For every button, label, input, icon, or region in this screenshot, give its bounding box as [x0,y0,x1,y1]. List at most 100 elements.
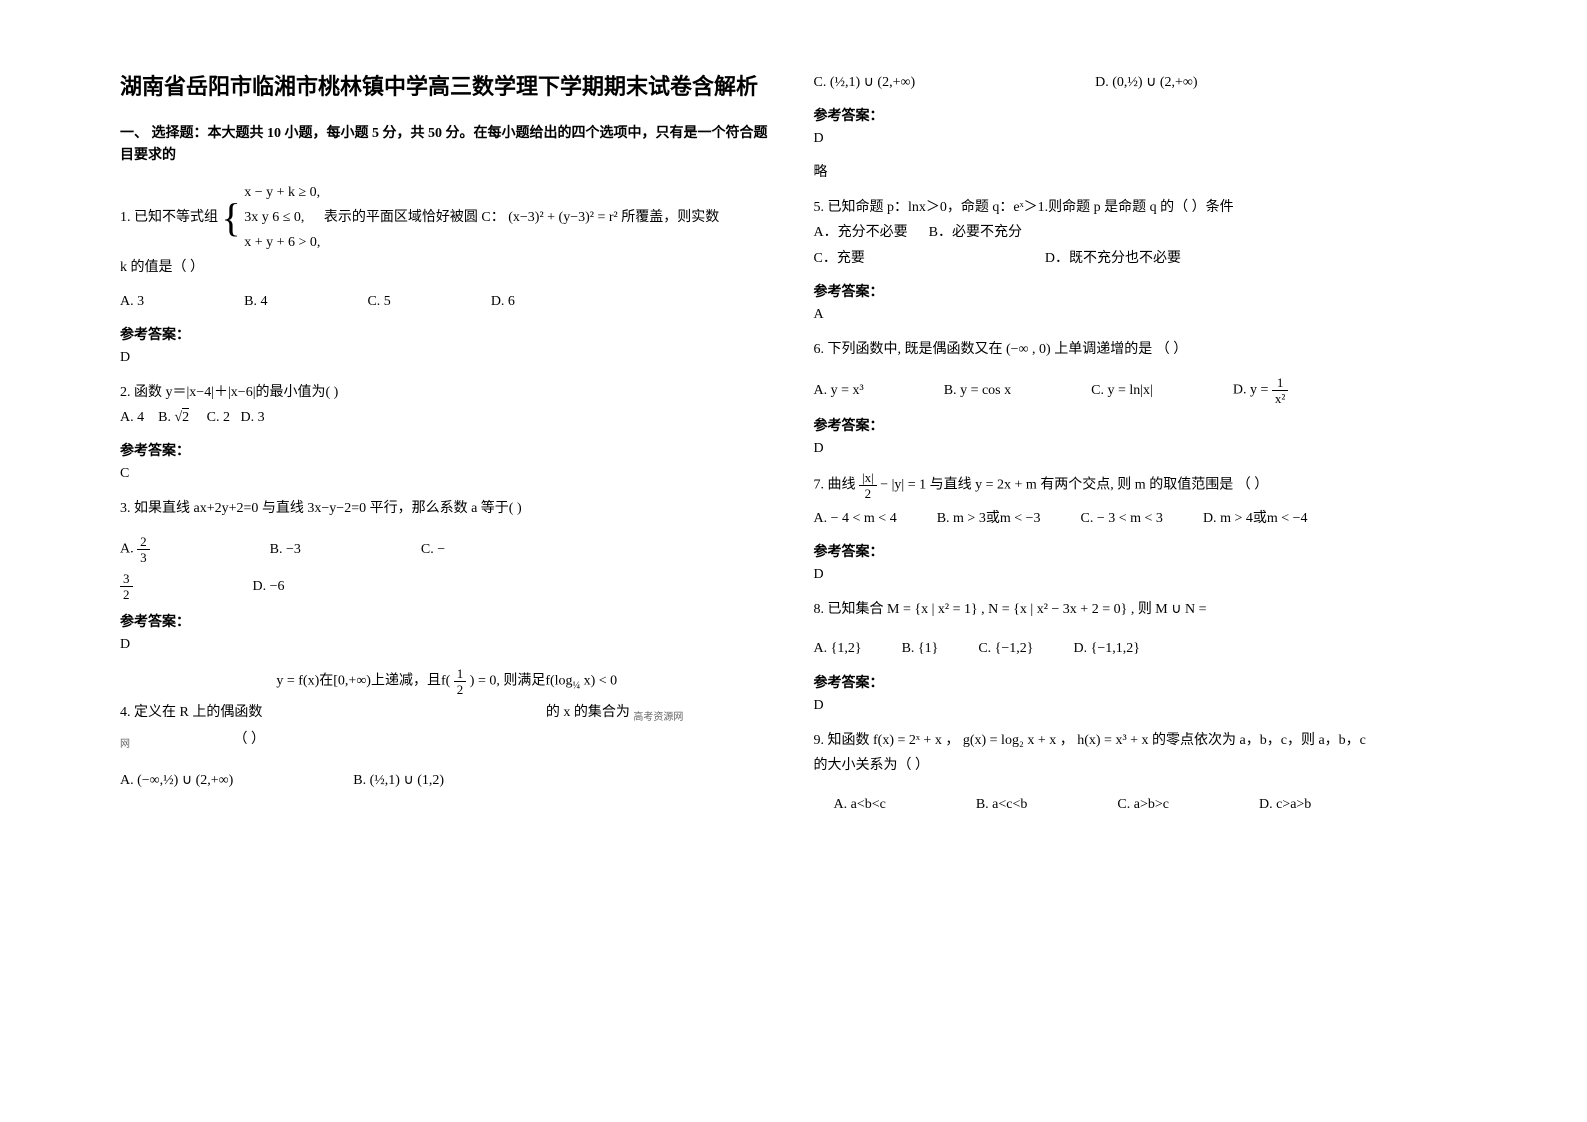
q7-opt-d: D. m > 4或m < −4 [1203,506,1308,531]
q4-opt-c: C. (½,1) ∪ (2,+∞) [814,70,916,95]
q5-opt-c: C．充要 [814,246,865,271]
q8-opt-b: B. {1} [902,636,939,661]
q8-opt-d: D. {−1,1,2} [1074,636,1140,661]
q7-a-pre: A. [814,511,831,526]
question-1: 1. 已知不等式组 { x − y + k ≥ 0, 3x y 6 ≤ 0, x… [120,180,774,314]
q7-stem-c: 有两个交点, 则 m 的取值范围是 （ ） [1040,478,1268,493]
section-header: 一、 选择题：本大题共 10 小题，每小题 5 分，共 50 分。在每小题给出的… [120,123,774,168]
q6-b-pre: B. [944,383,960,398]
q6-d-num: 1 [1272,376,1288,391]
q4-d-val: (0,½) ∪ (2,+∞) [1112,75,1197,90]
q4-mid3: x) < 0 [584,674,618,689]
q7-opt-c: C. − 3 < m < 3 [1081,506,1163,531]
q5-opt-b: B．必要不充分 [929,225,1022,240]
q4-note2: 网 [120,739,130,750]
q9-stem-a: 9. 知函数 [814,733,870,748]
q7-d-pre: D. [1203,511,1220,526]
q9-f: f(x) = 2ˣ + x [873,733,942,748]
question-7: 7. 曲线 |x|2 − |y| = 1 与直线 y = 2x + m 有两个交… [814,471,1468,531]
q4-a-val: (−∞,½) ∪ (2,+∞) [137,773,233,788]
q9-opt-d: D. c>a>b [1259,792,1311,817]
answer-label: 参考答案： [814,281,1468,301]
q1-eq3: x + y + 6 > 0, [244,230,320,255]
q5-opt-d: D．既不充分也不必要 [1045,246,1181,271]
q3-opt-d: D. −6 [253,574,285,599]
q7-opt-a: A. − 4 < m < 4 [814,506,897,531]
q5-answer: A [814,307,1468,323]
q6-d-pre: D. [1233,383,1250,398]
answer-label: 参考答案： [120,440,774,460]
q5-stem: 5. 已知命题 p：lnx＞0，命题 q：eˣ＞1.则命题 p 是命题 q 的（… [814,195,1468,220]
q4-c-pre: C. [814,75,830,90]
q7-lhs-rest: − |y| = 1 [880,478,926,493]
q7-lhs-den: 2 [859,486,877,500]
q6-opt-d: D. y = 1x² [1233,376,1288,405]
q6-c-val: y = ln|x| [1107,383,1152,398]
q1-opt-c: C. 5 [367,289,390,314]
q6-answer: D [814,441,1468,457]
q3-a-pre: A. [120,542,137,557]
q4-mid-sub: ¼ [573,681,581,692]
q7-c-pre: C. [1081,511,1097,526]
q8-stem-a: 8. 已知集合 [814,602,884,617]
q3-c-den: 2 [120,587,133,601]
q8-stem-b: , 则 M ∪ N = [1131,602,1207,617]
q4-mid: y = f(x)在[0,+∞)上递减，且f( [276,674,450,689]
brace-icon: { [222,198,241,238]
q3-a-num: 2 [137,535,150,550]
q1-opt-b: B. 4 [244,289,267,314]
q7-a-val: − 4 < m < 4 [831,511,897,526]
q1-opt-a: A. 3 [120,289,144,314]
q3-c-num: 3 [120,572,133,587]
answer-label: 参考答案： [814,415,1468,435]
q9-stem-b: 的零点依次为 a，b，c，则 a，b，c [1152,733,1366,748]
q6-stem-a: 6. 下列函数中, 既是偶函数又在 [814,342,1003,357]
q7-b-pre: B. [937,511,953,526]
q7-opt-b: B. m > 3或m < −3 [937,506,1041,531]
q9-opt-c: C. a>b>c [1117,792,1169,817]
q4-mid2: ) = 0, 则满足f(log [470,674,573,689]
q6-opt-b: B. y = cos x [944,378,1011,403]
answer-label: 参考答案： [814,541,1468,561]
q4-answer: D [814,131,1468,147]
q7-lhs-num: |x| [859,471,877,486]
question-9: 9. 知函数 f(x) = 2ˣ + x ， g(x) = log₂ x + x… [814,728,1468,818]
question-5: 5. 已知命题 p：lnx＞0，命题 q：eˣ＞1.则命题 p 是命题 q 的（… [814,195,1468,271]
q2-opt-b-pre: B. [158,410,174,425]
q7-line: y = 2x + m [975,478,1037,493]
q8-answer: D [814,698,1468,714]
q2-opt-c: C. 2 [207,410,230,425]
question-6: 6. 下列函数中, 既是偶函数又在 (−∞ , 0) 上单调递增的是 （ ） A… [814,337,1468,405]
question-8: 8. 已知集合 M = {x | x² = 1} , N = {x | x² −… [814,597,1468,661]
q4-b-val: (½,1) ∪ (1,2) [370,773,444,788]
q6-stem-b: 上单调递增的是 （ ） [1054,342,1187,357]
q6-d-den: x² [1272,391,1288,405]
q4-c-val: (½,1) ∪ (2,+∞) [830,75,915,90]
q1-opt-d: D. 6 [491,289,515,314]
q9-stem-c: 的大小关系为（ ） [814,753,1468,778]
q4-paren: （ ） [234,732,266,747]
q3-opt-c: C. − [421,537,445,562]
q2-stem: 2. 函数 y＝|x−4|＋|x−6|的最小值为( ) [120,380,774,405]
q4-b-pre: B. [353,773,369,788]
sqrt-icon: √ [174,410,182,425]
question-3: 3. 如果直线 ax+2y+2=0 与直线 3x−y−2=0 平行，那么系数 a… [120,496,774,601]
q5-opt-a: A．充分不必要 [814,225,908,240]
q4-mid-num: 1 [454,667,467,682]
q4-opt-d: D. (0,½) ∪ (2,+∞) [1095,70,1197,95]
q8-M: M = {x | x² = 1} , N = {x | x² − 3x + 2 … [887,602,1127,617]
q6-opt-c: C. y = ln|x| [1091,378,1153,403]
q7-c-val: − 3 < m < 3 [1097,511,1163,526]
q1-stem-d: k 的值是（ ） [120,255,774,280]
q2-opt-a: A. 4 [120,410,144,425]
q1-stem-a: 1. 已知不等式组 [120,210,218,225]
q6-opt-a: A. y = x³ [814,378,864,403]
q9-g: g(x) = log₂ x + x [963,733,1056,748]
q1-stem-b: 表示的平面区域恰好被圆 C： [324,210,505,225]
q2-opt-b-val: 2 [182,408,189,425]
q6-a-val: y = x³ [831,383,864,398]
q4-note2: 略 [814,161,1468,181]
q7-stem-a: 7. 曲线 [814,478,860,493]
q4-note: 高考资源网 [633,712,683,723]
q1-circle: (x−3)² + (y−3)² = r² [508,210,617,225]
